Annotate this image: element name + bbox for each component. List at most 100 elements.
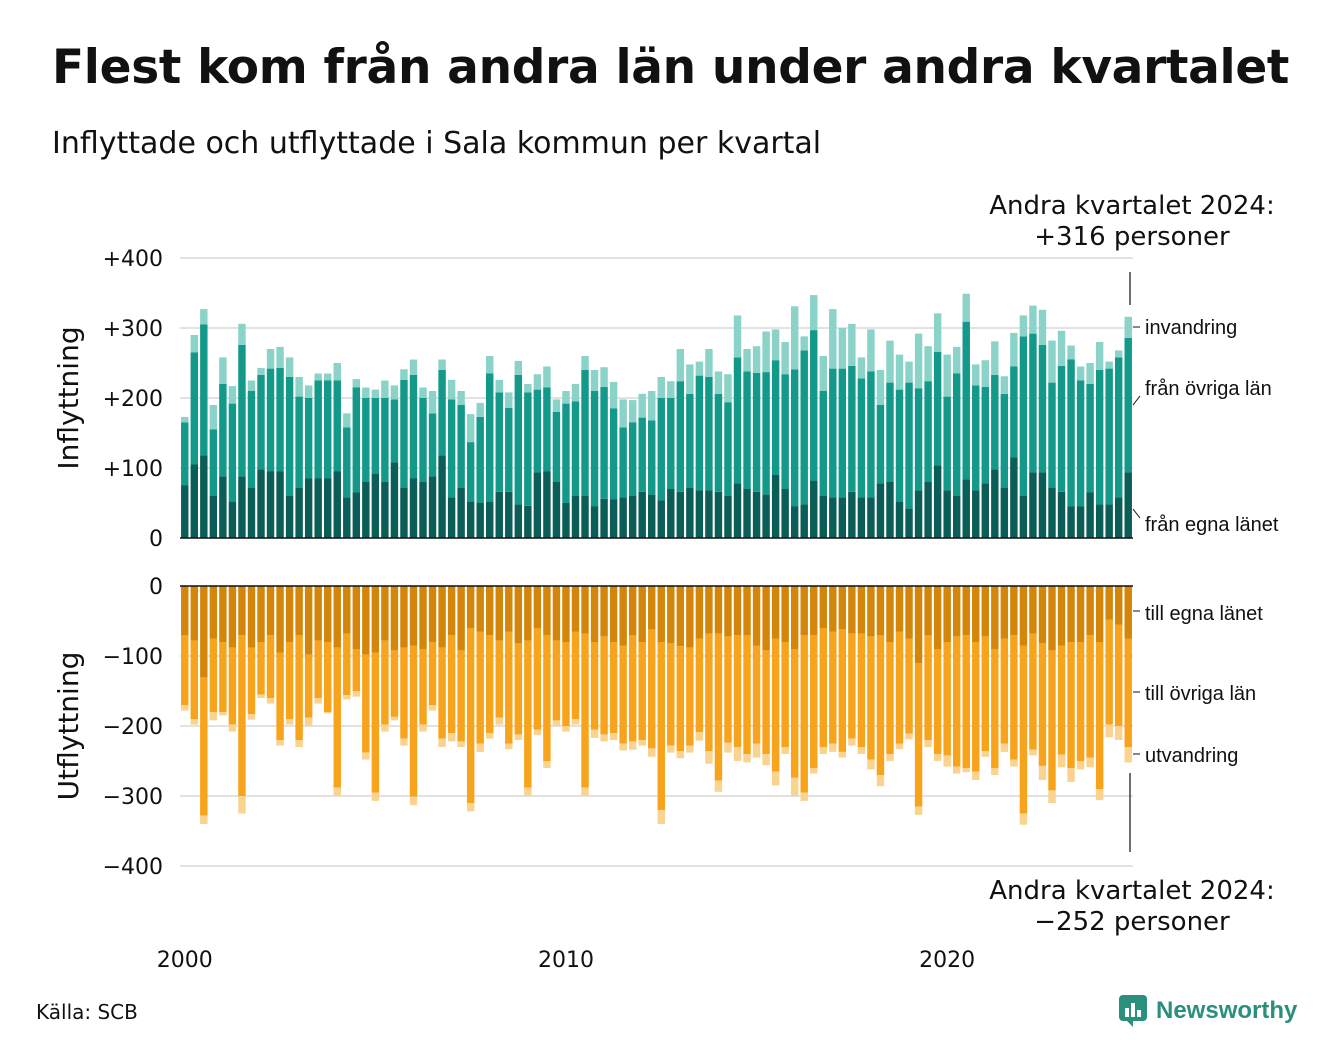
bar <box>638 740 646 746</box>
y-tick-label: +300 <box>103 317 163 342</box>
bar <box>1000 393 1009 488</box>
bar <box>295 396 303 488</box>
bar <box>924 635 932 740</box>
bar <box>1095 586 1104 642</box>
bar <box>333 363 341 381</box>
bar <box>371 586 380 653</box>
bar <box>371 792 380 801</box>
series-label: från egna länet <box>1145 514 1279 536</box>
bar <box>476 631 484 744</box>
bar <box>257 694 265 698</box>
bar <box>1076 761 1085 770</box>
bar <box>829 586 837 632</box>
bar <box>991 586 999 649</box>
callout-inflow-value: +316 personer <box>1034 222 1230 252</box>
bar <box>886 482 894 538</box>
bar <box>314 586 322 641</box>
bar <box>914 806 923 815</box>
bar <box>743 371 751 489</box>
bar <box>438 455 446 538</box>
bar <box>419 724 427 732</box>
bar <box>314 373 322 381</box>
bar <box>943 396 951 491</box>
bar <box>800 635 808 793</box>
bar <box>781 342 789 375</box>
bar <box>333 787 341 796</box>
bar <box>781 489 789 538</box>
bar <box>962 768 970 773</box>
bar <box>838 629 847 752</box>
bar <box>743 349 751 372</box>
bar <box>324 586 332 642</box>
bar <box>590 391 599 507</box>
bar <box>409 586 418 646</box>
bar <box>314 380 322 479</box>
bar <box>972 586 980 642</box>
brand-logo[interactable]: Newsworthy <box>1118 994 1297 1028</box>
bar <box>895 354 904 390</box>
bar <box>648 420 656 495</box>
axis-layer: 0 +100 +200 +300 +400 Inflyttning 0 −100 −200 −30… <box>52 247 1133 973</box>
bar <box>1057 754 1066 768</box>
bar <box>848 365 856 492</box>
bar <box>752 743 761 758</box>
bar <box>676 751 685 759</box>
bar <box>285 357 294 377</box>
bar <box>495 491 503 538</box>
bar <box>285 377 294 496</box>
bar <box>200 815 208 824</box>
bar <box>524 392 532 506</box>
bar <box>1086 492 1094 538</box>
bar <box>771 586 780 639</box>
bar <box>543 635 551 761</box>
label-leader <box>1132 395 1141 406</box>
bar <box>447 497 456 538</box>
bar <box>991 768 999 775</box>
bar <box>524 586 532 641</box>
bar <box>285 642 294 719</box>
y-tick-label: −300 <box>103 785 163 810</box>
bar <box>762 586 770 651</box>
bar <box>867 759 875 770</box>
bar <box>724 636 732 743</box>
bar <box>295 377 303 397</box>
bar <box>667 586 675 644</box>
bar <box>247 487 256 538</box>
bar <box>324 380 332 479</box>
bar <box>1000 586 1009 639</box>
y-axis-title: Inflyttning <box>52 326 85 469</box>
bar <box>972 385 980 491</box>
bar <box>1067 345 1075 360</box>
bar <box>790 649 799 778</box>
bar <box>562 726 570 732</box>
bar <box>609 499 618 538</box>
bar <box>1048 790 1056 803</box>
y-tick-label: +400 <box>103 247 163 272</box>
bar <box>895 631 904 744</box>
bar <box>667 398 675 489</box>
bar <box>829 309 837 369</box>
bar <box>648 748 656 757</box>
bar <box>943 586 951 642</box>
bar <box>657 398 665 501</box>
bar <box>533 586 542 628</box>
bar <box>619 427 627 498</box>
bar <box>952 766 961 774</box>
bar <box>505 407 513 492</box>
bar <box>181 422 189 486</box>
bar <box>848 633 856 739</box>
bar <box>190 352 199 465</box>
bar <box>1029 633 1037 750</box>
bar <box>1029 305 1037 334</box>
bar <box>409 359 418 375</box>
bar <box>819 391 827 496</box>
bar <box>400 369 408 380</box>
bar <box>733 357 742 484</box>
bar <box>257 374 265 470</box>
bar <box>562 403 570 503</box>
bar <box>352 691 361 697</box>
bar <box>952 346 961 374</box>
bar <box>1105 368 1113 505</box>
bar <box>667 381 675 398</box>
bar <box>1076 642 1085 761</box>
